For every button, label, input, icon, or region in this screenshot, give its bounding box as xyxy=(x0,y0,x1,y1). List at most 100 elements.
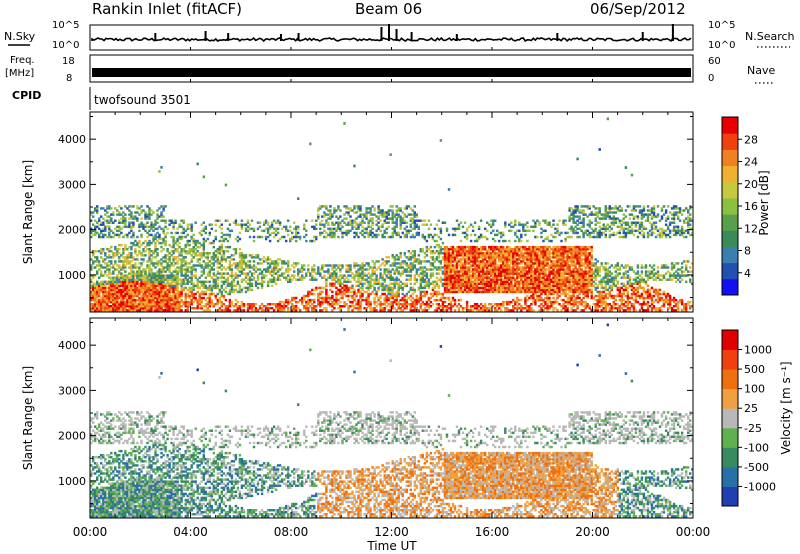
power-cell xyxy=(190,229,193,233)
power-cell xyxy=(178,307,181,310)
power-cell xyxy=(252,278,256,281)
power-cell xyxy=(164,235,167,239)
power-cell xyxy=(124,274,127,277)
power-cell xyxy=(473,278,477,281)
power-cell xyxy=(142,276,145,279)
power-cell xyxy=(214,260,218,263)
power-cell xyxy=(270,225,274,229)
power-cell xyxy=(445,274,449,277)
power-cell xyxy=(506,254,509,257)
power-cell xyxy=(357,290,360,294)
power-cell xyxy=(399,266,402,269)
power-cell xyxy=(471,252,475,255)
power-cell xyxy=(461,225,465,229)
power-cell xyxy=(291,264,294,267)
power-cell xyxy=(162,256,165,259)
power-cell xyxy=(514,268,517,271)
power-cell xyxy=(138,229,141,233)
power-cell xyxy=(178,296,181,300)
power-cell xyxy=(206,286,210,290)
power-cell xyxy=(311,274,314,277)
power-cell xyxy=(512,284,515,288)
power-cell xyxy=(232,288,236,292)
power-cell xyxy=(508,278,511,281)
power-cell xyxy=(409,229,413,233)
power-cell xyxy=(371,270,374,273)
power-cell xyxy=(246,225,250,229)
power-cell xyxy=(469,274,473,277)
power-cell xyxy=(498,282,501,286)
power-cell xyxy=(331,276,334,279)
power-cell xyxy=(194,239,197,243)
power-cell xyxy=(98,300,101,304)
power-cell xyxy=(381,282,384,286)
power-cell xyxy=(192,282,195,286)
power-cell xyxy=(172,258,175,261)
power-cell xyxy=(198,292,201,296)
power-cell xyxy=(236,290,240,294)
power-cell xyxy=(331,296,334,300)
power-cell xyxy=(200,274,203,277)
power-cell xyxy=(118,294,121,298)
power-cell xyxy=(518,258,521,261)
power-cell xyxy=(250,278,254,281)
power-cell xyxy=(116,288,119,292)
power-cell xyxy=(405,292,409,296)
power-cell xyxy=(132,286,135,290)
power-cell xyxy=(449,266,453,269)
power-cell xyxy=(180,292,183,296)
power-cell xyxy=(506,266,509,269)
power-cell xyxy=(421,272,425,275)
power-cell xyxy=(192,264,195,267)
power-cell xyxy=(341,296,344,300)
power-cell xyxy=(126,280,129,284)
power-cell xyxy=(391,292,394,296)
power-cell xyxy=(174,231,177,235)
power-cell xyxy=(130,225,133,229)
power-cell xyxy=(132,284,135,288)
power-cell xyxy=(204,264,208,267)
power-cell xyxy=(90,309,93,312)
power-cell xyxy=(369,280,372,284)
power-cell xyxy=(385,298,388,302)
power-cell xyxy=(357,225,360,229)
power-cell xyxy=(258,235,262,239)
power-cell xyxy=(194,276,197,279)
power-cell xyxy=(477,262,481,265)
power-cell xyxy=(377,225,380,229)
power-cell xyxy=(457,258,461,261)
power-cell xyxy=(473,254,477,257)
power-cell xyxy=(104,258,107,261)
power-cell xyxy=(122,219,125,222)
power-cell xyxy=(212,264,216,267)
power-cell xyxy=(297,268,300,271)
power-cell xyxy=(453,278,457,281)
power-cell xyxy=(389,217,392,220)
power-cell xyxy=(395,219,398,222)
power-cell xyxy=(405,205,409,208)
power-cell xyxy=(108,215,111,218)
power-cell xyxy=(120,288,123,292)
power-cell xyxy=(385,268,388,271)
power-cell xyxy=(498,276,501,279)
power-cell xyxy=(403,303,407,306)
power-cell xyxy=(471,225,475,229)
power-cell xyxy=(208,252,212,255)
power-cell xyxy=(172,288,175,292)
power-cell xyxy=(268,258,272,261)
power-cell xyxy=(403,307,407,310)
power-cell xyxy=(520,298,523,302)
power-cell xyxy=(90,227,93,231)
power-cell xyxy=(100,307,103,310)
power-cell xyxy=(389,209,392,212)
power-cell xyxy=(375,282,378,286)
power-cell xyxy=(132,272,135,275)
power-cell xyxy=(409,307,413,310)
power-cell xyxy=(373,300,376,304)
power-cell xyxy=(138,239,141,243)
power-cell xyxy=(96,286,99,290)
power-cell xyxy=(397,207,400,210)
power-cell xyxy=(439,229,443,233)
power-cell xyxy=(471,248,475,251)
power-cell xyxy=(307,290,310,294)
